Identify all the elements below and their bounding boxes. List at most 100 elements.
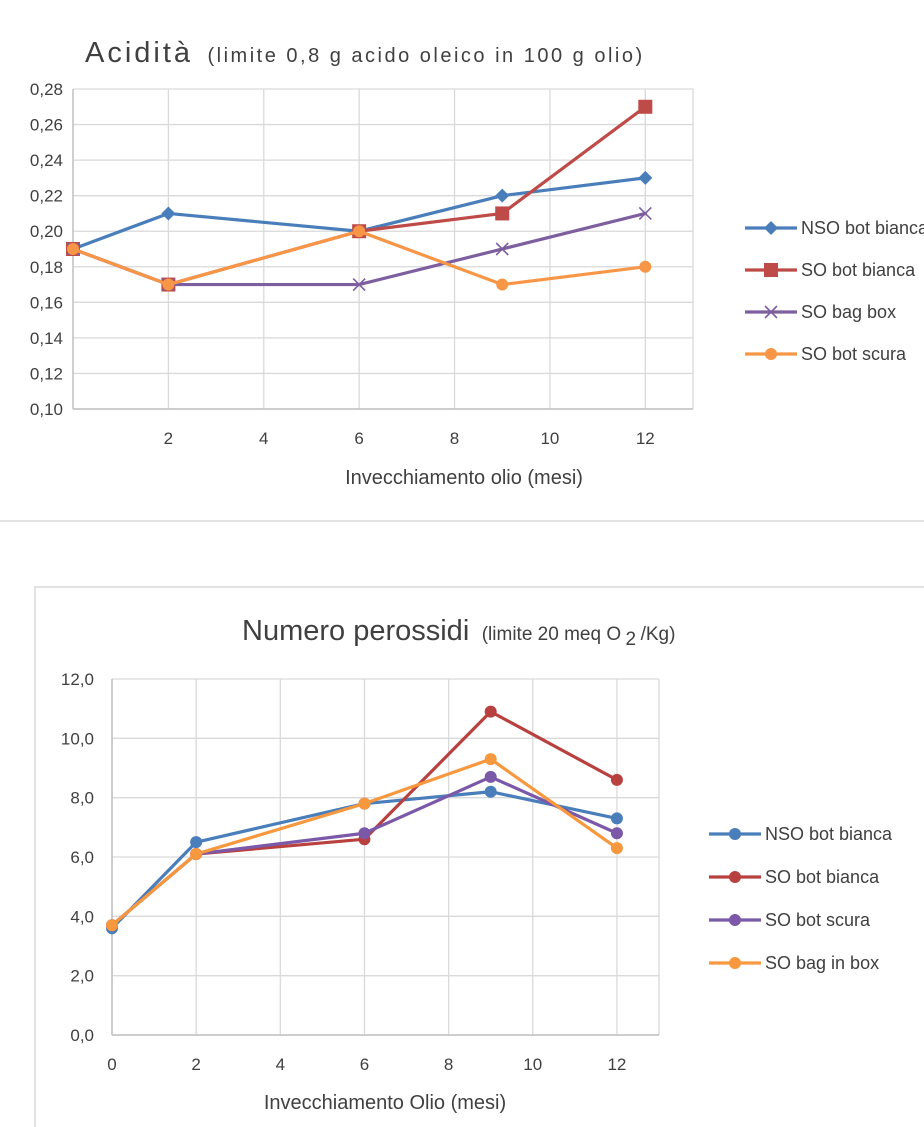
acidity-series: [66, 99, 653, 292]
acidity-gridlines: [72, 88, 694, 410]
acidity-legend-label: SO bot scura: [801, 344, 907, 364]
acidity-x-tick-label: 8: [450, 429, 459, 448]
peroxide-x-tick-label: 6: [360, 1055, 369, 1074]
peroxide-x-tick-label: 8: [444, 1055, 453, 1074]
peroxide-x-tick-label: 0: [107, 1055, 116, 1074]
peroxide-legend-item: SO bot bianca: [709, 867, 880, 887]
peroxide-y-tick-label: 12,0: [61, 670, 94, 689]
peroxide-point-so-bag-in-box: [358, 797, 371, 810]
peroxide-chart-title: Numero perossidi (limite 20 meq O 2 /Kg): [242, 615, 675, 650]
peroxide-legend-item: SO bot scura: [709, 910, 871, 930]
peroxide-legend-marker: [729, 957, 741, 969]
peroxide-y-tick-label: 0,0: [70, 1026, 94, 1045]
peroxide-point-so-bag-in-box: [484, 753, 497, 766]
acidity-y-tick-label: 0,20: [30, 222, 63, 241]
acidity-legend-marker: [764, 305, 778, 319]
peroxide-legend-marker: [729, 871, 741, 883]
peroxide-point-so-bag-in-box: [106, 919, 118, 932]
peroxide-point-nso-bot-bianca: [190, 836, 203, 849]
acidity-x-tick-label: 10: [540, 429, 559, 448]
acidity-x-tick-label: 6: [354, 429, 363, 448]
peroxide-chart: Numero perossidi (limite 20 meq O 2 /Kg)…: [34, 586, 924, 1127]
acidity-title-main: Acidità: [85, 37, 193, 69]
acidity-point-so-bot-scura: [353, 225, 366, 238]
acidity-y-tick-label: 0,28: [30, 80, 63, 99]
acidity-point-so-bot-bianca: [495, 206, 510, 221]
acidity-x-tick-label: 4: [259, 429, 268, 448]
peroxide-title-subscript: 2: [626, 629, 637, 650]
acidity-legend-item: SO bot scura: [745, 344, 907, 364]
acidity-point-so-bot-scura: [496, 278, 509, 291]
acidity-legend-item: NSO bot bianca: [745, 218, 924, 238]
peroxide-point-so-bot-bianca: [610, 773, 623, 786]
peroxide-legend-item: SO bag in box: [709, 953, 879, 973]
acidity-legend-marker: [764, 221, 778, 235]
peroxide-chart-border: [34, 586, 924, 1127]
peroxide-legend-label: SO bag in box: [765, 953, 879, 973]
peroxide-legend-item: NSO bot bianca: [709, 824, 893, 844]
acidity-y-tick-label: 0,18: [30, 258, 63, 277]
acidity-point-so-bot-bianca: [638, 99, 653, 114]
peroxide-x-axis-title: Invecchiamento Olio (mesi): [264, 1092, 506, 1114]
peroxide-y-tick-label: 4,0: [70, 907, 94, 926]
acidity-y-tick-label: 0,24: [30, 151, 63, 170]
acidity-y-tick-labels: 0,10 0,12 0,14 0,16 0,18 0,20 0,22 0,24 0,26 0,28: [30, 80, 63, 419]
acidity-legend-marker: [765, 348, 777, 360]
peroxide-x-tick-label: 10: [523, 1055, 542, 1074]
peroxide-y-tick-labels: 0,0 2,0 4,0 6,0 8,0 10,0 12,0: [61, 670, 94, 1045]
peroxide-legend: NSO bot bianca SO bot bianca SO bot scura S…: [709, 824, 893, 973]
acidity-y-tick-label: 0,12: [30, 364, 63, 383]
acidity-y-tick-label: 0,22: [30, 187, 63, 206]
acidity-legend-label: SO bot bianca: [801, 260, 916, 280]
peroxide-y-tick-label: 2,0: [70, 967, 94, 986]
peroxide-legend-label: SO bot scura: [765, 910, 871, 930]
acidity-point-nso-bot-bianca: [161, 206, 176, 221]
acidity-point-so-bag-box: [638, 206, 652, 221]
acidity-y-tick-label: 0,10: [30, 400, 63, 419]
acidity-x-tick-labels: 2 4 6 8 10 12: [164, 429, 655, 448]
acidity-point-so-bag-box: [495, 242, 509, 256]
peroxide-legend-marker: [729, 914, 741, 926]
peroxide-point-so-bot-scura: [484, 770, 497, 783]
acidity-point-so-bot-scura: [162, 278, 175, 291]
peroxide-legend-marker: [729, 828, 741, 840]
peroxide-point-nso-bot-bianca: [484, 785, 497, 798]
peroxide-point-so-bot-bianca: [484, 705, 497, 718]
acidity-point-nso-bot-bianca: [495, 188, 510, 203]
acidity-x-tick-label: 2: [164, 429, 173, 448]
peroxide-series-so-bag-in-box: [106, 753, 623, 932]
peroxide-x-tick-label: 12: [607, 1055, 626, 1074]
peroxide-title-subtitle-end: /Kg): [641, 624, 676, 645]
acidity-y-tick-label: 0,14: [30, 329, 63, 348]
acidity-point-so-bot-scura: [67, 243, 79, 255]
acidity-y-tick-label: 0,16: [30, 293, 63, 312]
acidity-series-so-bot-scura: [67, 225, 652, 291]
peroxide-x-tick-label: 2: [191, 1055, 200, 1074]
acidity-point-so-bag-box: [352, 277, 366, 292]
acidity-legend-label: NSO bot bianca: [801, 218, 924, 238]
peroxide-y-tick-label: 10,0: [61, 729, 94, 748]
acidity-point-so-bot-scura: [639, 260, 652, 273]
peroxide-title-subtitle-start: (limite 20 meq O: [482, 624, 621, 645]
peroxide-legend-label: SO bot bianca: [765, 867, 880, 887]
acidity-legend: NSO bot bianca SO bot bianca SO bag box SO …: [745, 218, 924, 364]
peroxide-y-tick-label: 6,0: [70, 848, 94, 867]
peroxide-point-so-bag-in-box: [610, 842, 623, 855]
peroxide-x-tick-labels: 0 2 4 6 8 10 12: [107, 1055, 626, 1074]
peroxide-point-so-bag-in-box: [190, 848, 203, 861]
acidity-legend-label: SO bag box: [801, 302, 896, 322]
peroxide-x-tick-label: 4: [276, 1055, 285, 1074]
peroxide-y-tick-label: 8,0: [70, 789, 94, 808]
peroxide-title-main: Numero perossidi: [242, 615, 469, 647]
peroxide-point-so-bot-scura: [358, 827, 371, 840]
acidity-chart: Acidità (limite 0,8 g acido oleico in 10…: [30, 37, 924, 489]
peroxide-series: [106, 705, 623, 935]
acidity-legend-marker: [764, 263, 778, 277]
acidity-chart-title: Acidità (limite 0,8 g acido oleico in 10…: [85, 37, 645, 69]
peroxide-point-nso-bot-bianca: [610, 812, 623, 825]
acidity-y-tick-label: 0,26: [30, 116, 63, 135]
peroxide-legend-label: NSO bot bianca: [765, 824, 893, 844]
acidity-legend-item: SO bag box: [745, 302, 896, 322]
acidity-title-subtitle: (limite 0,8 g acido oleico in 100 g olio…: [208, 45, 645, 67]
